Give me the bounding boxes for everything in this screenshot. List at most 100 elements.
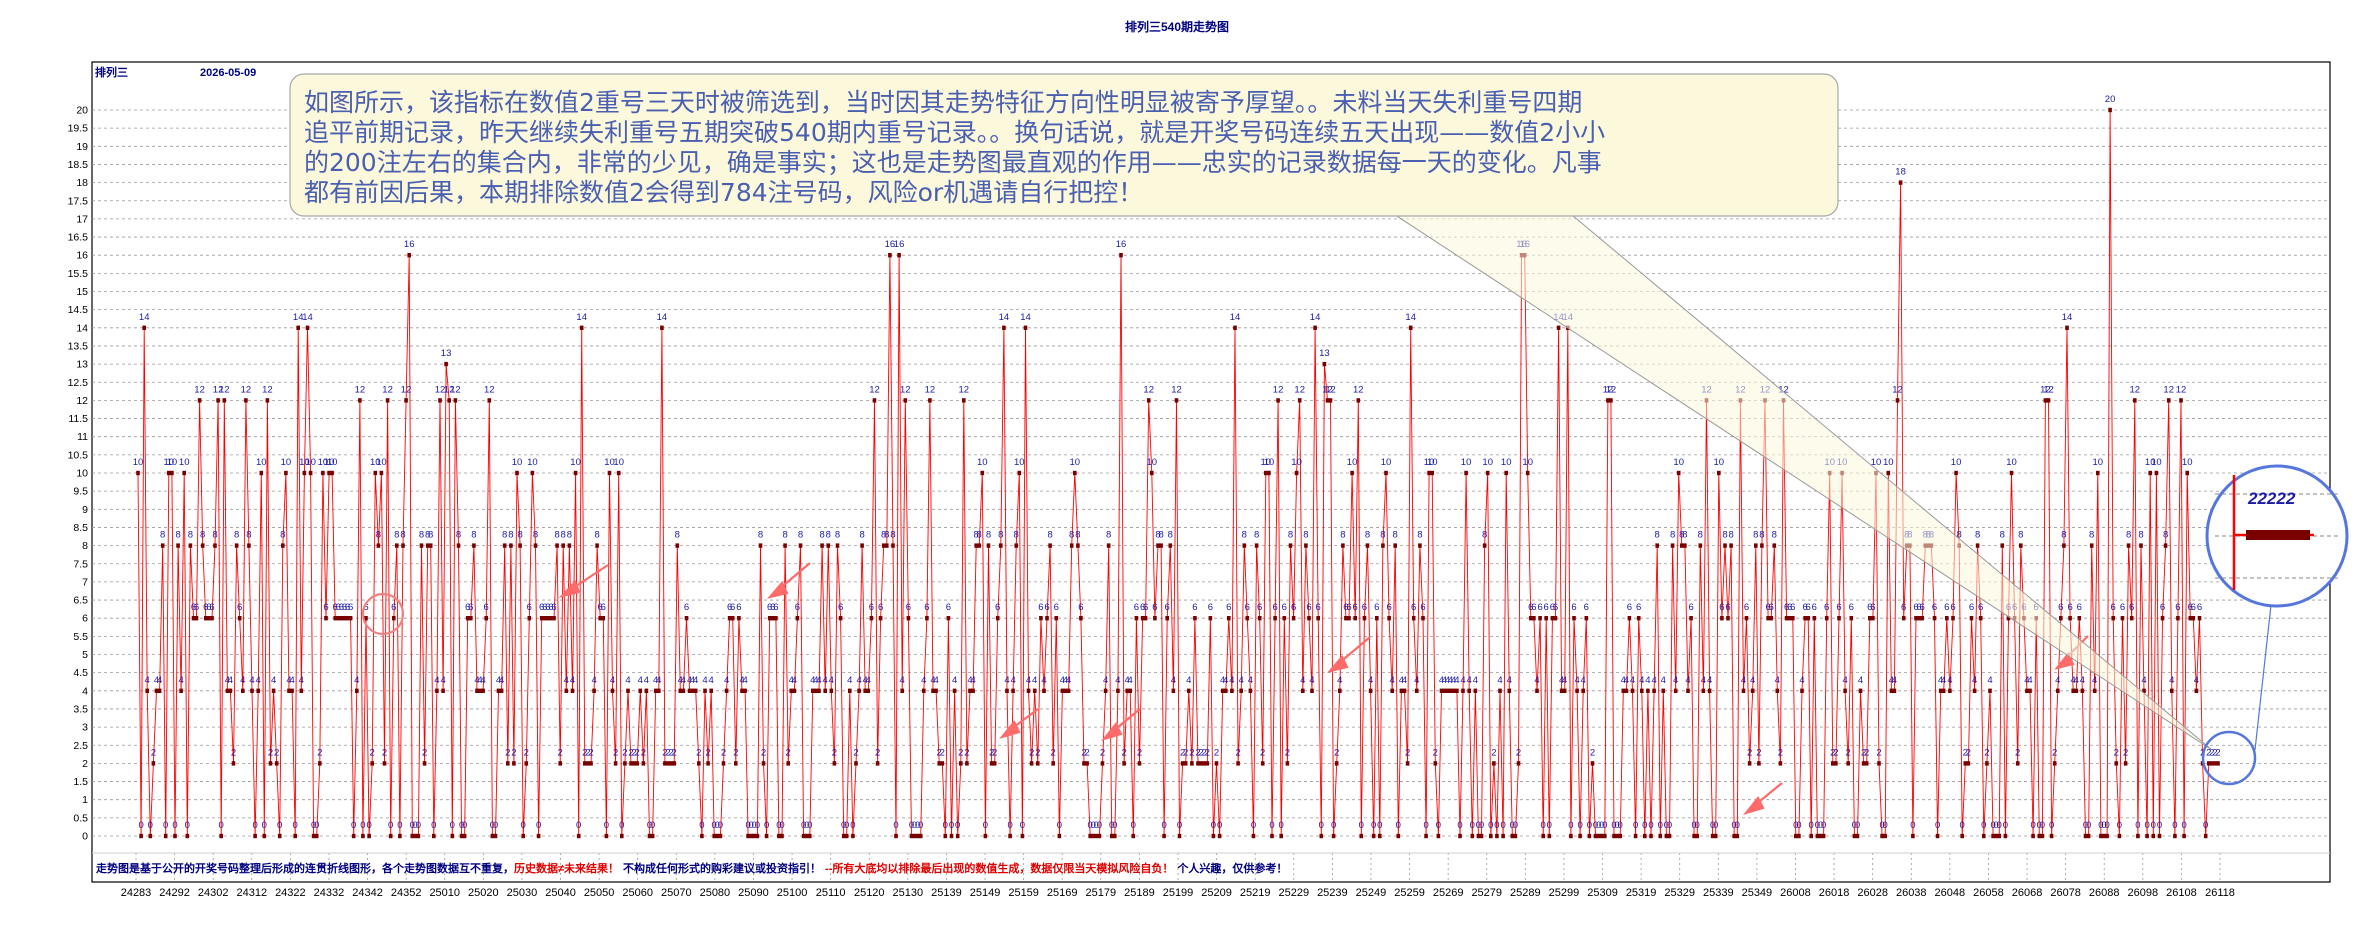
data-value-label: 0 (745, 820, 750, 831)
data-value-label: 0 (912, 820, 917, 831)
data-point (1029, 761, 1034, 766)
data-value-label: 6 (194, 602, 199, 613)
data-point (2062, 543, 2066, 548)
data-value-label: 4 (724, 675, 729, 686)
data-point (644, 688, 649, 693)
data-value-label: 6 (1769, 602, 1774, 613)
data-point (345, 616, 350, 621)
data-point (1267, 470, 1271, 476)
data-value-label: 2 (422, 747, 427, 758)
data-value-label: 0 (1633, 820, 1638, 831)
data-value-label: 0 (2181, 820, 2186, 831)
data-point (2207, 761, 2211, 766)
data-point (1399, 688, 1404, 693)
data-value-label: 4 (2071, 675, 2076, 686)
data-point (1784, 616, 1789, 621)
data-value-label: 4 (1467, 675, 1472, 686)
data-value-label: 10 (370, 457, 381, 468)
data-point (450, 833, 455, 839)
data-point (900, 688, 904, 693)
data-point (2037, 833, 2042, 839)
data-point (1729, 543, 1733, 548)
data-point (160, 543, 165, 548)
x-tick-label: 26048 (1935, 887, 1966, 899)
data-value-label: 6 (1038, 602, 1043, 613)
data-point (185, 833, 190, 839)
data-point (844, 833, 849, 839)
data-value-label: 0 (650, 820, 655, 831)
data-point (2197, 616, 2202, 621)
data-point (1196, 761, 1200, 766)
data-value-label: 6 (1688, 602, 1693, 613)
data-value-label: 12 (262, 384, 273, 395)
y-tick-label: 2 (82, 758, 88, 770)
data-point (447, 398, 451, 403)
data-value-label: 4 (625, 675, 630, 686)
data-point (1202, 761, 1206, 766)
data-value-label: 0 (1423, 820, 1428, 831)
data-value-label: 6 (1353, 602, 1358, 613)
data-value-label: 2 (721, 747, 726, 758)
data-point (1257, 616, 1262, 621)
data-point (1658, 833, 1663, 839)
data-point (814, 688, 818, 693)
data-value-label: 12 (484, 384, 495, 395)
data-value-label: 4 (1300, 675, 1305, 686)
data-point (894, 833, 898, 839)
data-point (897, 253, 901, 258)
x-tick-label: 26078 (2050, 887, 2081, 899)
data-value-label: 2 (2209, 747, 2214, 758)
data-value-label: 0 (219, 820, 224, 831)
data-point (506, 761, 510, 766)
data-point (1821, 833, 1826, 839)
data-point (1156, 543, 1160, 548)
data-value-label: 6 (323, 602, 328, 613)
data-value-label: 6 (1362, 602, 1367, 613)
data-point (1134, 616, 1139, 621)
data-value-label: 0 (431, 820, 436, 831)
data-value-label: 4 (1889, 675, 1894, 686)
data-value-label: 4 (1497, 675, 1502, 686)
data-point (1180, 761, 1185, 766)
data-point (1063, 688, 1068, 693)
data-value-label: 6 (191, 602, 196, 613)
y-tick-label: 8.5 (73, 522, 88, 534)
data-point (1224, 688, 1228, 693)
data-point (1106, 543, 1111, 548)
data-point (801, 833, 806, 839)
data-value-label: 0 (949, 820, 954, 831)
data-point (826, 543, 831, 548)
data-value-label: 0 (1541, 820, 1546, 831)
data-point (2052, 761, 2057, 766)
data-value-label: 6 (1901, 602, 1906, 613)
data-point (1177, 833, 1182, 839)
data-point (1917, 616, 1921, 621)
data-value-label: 8 (517, 530, 522, 541)
data-value-label: 4 (1041, 675, 1046, 686)
data-value-label: 2 (672, 747, 677, 758)
data-point (382, 761, 387, 766)
data-value-label: 8 (986, 530, 991, 541)
data-point (558, 761, 562, 766)
data-point (918, 833, 923, 839)
data-point (1849, 616, 1854, 621)
data-point (157, 688, 162, 693)
data-point (974, 543, 978, 548)
data-point (1501, 833, 1505, 839)
arrow-1 (558, 564, 609, 598)
data-point (2074, 688, 2079, 693)
data-value-label: 0 (1664, 820, 1669, 831)
data-point (1676, 470, 1681, 476)
y-tick-label: 1.5 (73, 776, 88, 788)
data-point (613, 761, 618, 766)
data-point (863, 688, 867, 693)
data-point (1122, 761, 1126, 766)
data-point (1368, 688, 1373, 693)
data-point (727, 616, 732, 621)
data-point (653, 688, 658, 693)
x-tick-label: 25269 (1433, 887, 1464, 899)
data-value-label: 6 (206, 602, 211, 613)
data-value-label: 0 (1251, 820, 1256, 831)
data-point (1245, 616, 1250, 621)
data-value-label: 2 (1846, 747, 1851, 758)
